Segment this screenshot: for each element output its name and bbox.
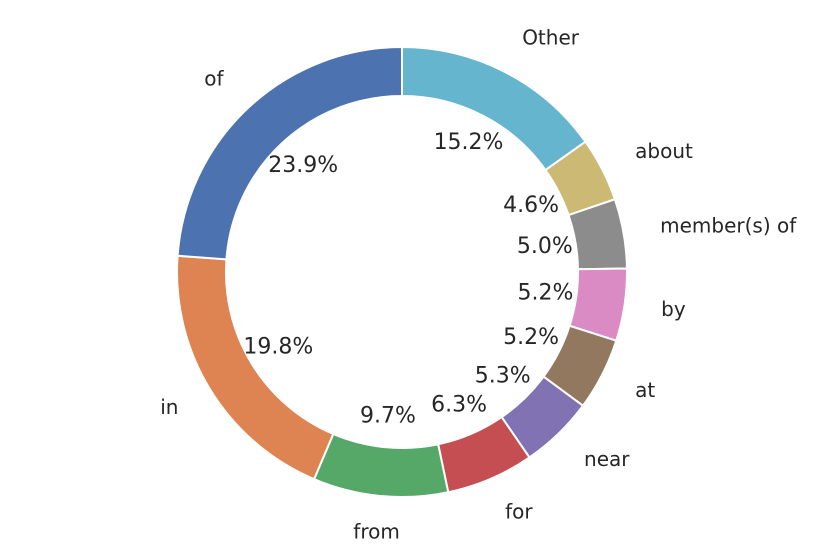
slice-label-member-s-of: member(s) of [660, 214, 797, 238]
pct-label-in: 19.8% [243, 335, 313, 360]
pct-label-of: 23.9% [268, 153, 338, 178]
slice-label-from: from [353, 519, 400, 543]
labels-layer: Other 15.2% about 4.6% member(s) of 5.0% by 5.2… [160, 26, 797, 544]
slice-label-at: at [635, 378, 655, 402]
slice-label-near: near [584, 447, 630, 471]
slice-label-for: for [505, 499, 533, 523]
slice-label-by: by [661, 297, 686, 321]
pct-label-for: 6.3% [431, 392, 487, 417]
slice-of [176, 45, 403, 261]
pct-label-near: 5.3% [475, 363, 531, 388]
pct-label-member-s-of: 5.0% [517, 234, 573, 259]
slice-label-other: Other [522, 26, 580, 50]
slice-label-of: of [204, 67, 224, 91]
pct-label-about: 4.6% [503, 193, 559, 218]
slice-label-about: about [635, 139, 693, 163]
slice-in [176, 254, 335, 481]
pct-label-by: 5.2% [517, 280, 573, 305]
pct-label-at: 5.2% [503, 325, 559, 350]
pct-label-from: 9.7% [360, 403, 416, 428]
slice-from [312, 432, 450, 498]
slice-label-in: in [160, 395, 178, 419]
pct-label-other: 15.2% [434, 130, 504, 155]
slices-layer [176, 45, 628, 498]
